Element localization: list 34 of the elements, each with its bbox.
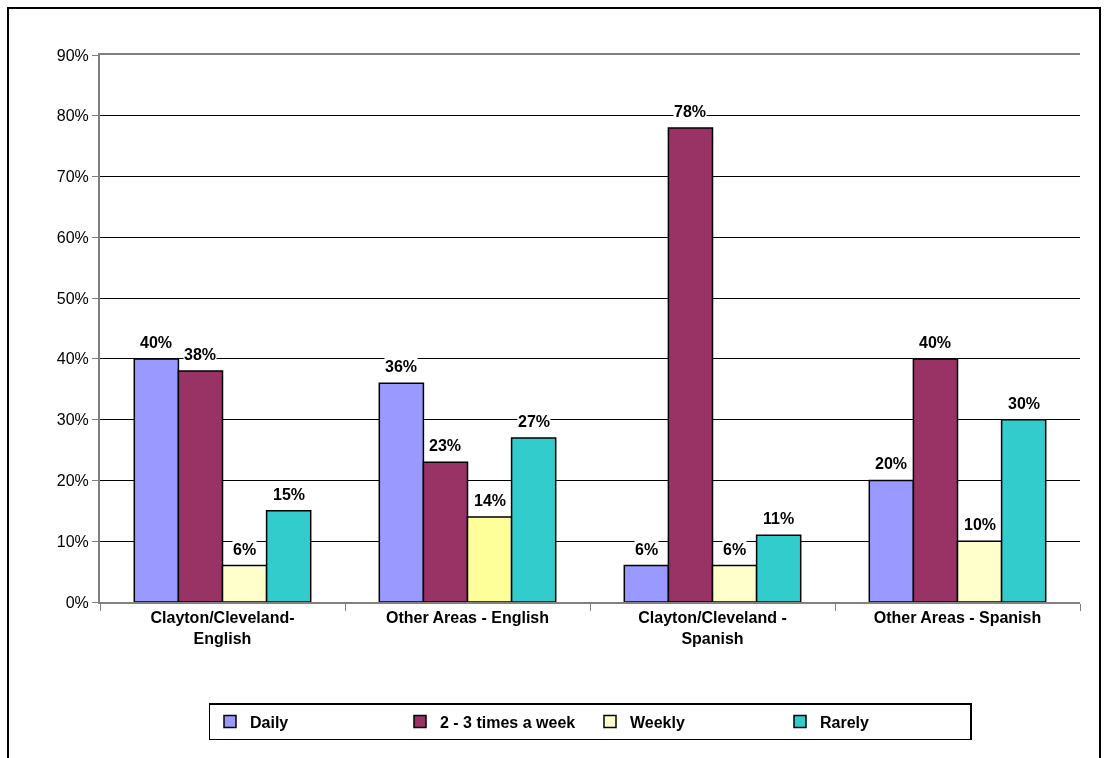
- data-label: 11%: [763, 510, 795, 527]
- y-tick-label: 10%: [56, 532, 89, 550]
- data-label: 40%: [919, 334, 952, 351]
- y-tick-label: 80%: [56, 107, 89, 125]
- y-tick-label: 0%: [65, 593, 89, 611]
- x-tick-label: Other Areas - English: [386, 609, 549, 627]
- data-label: 78%: [674, 103, 707, 120]
- data-label: 36%: [385, 358, 418, 375]
- data-label: 23%: [429, 437, 462, 454]
- legend-label: Weekly: [630, 713, 685, 731]
- data-label: 15%: [273, 486, 306, 503]
- data-label: 20%: [875, 455, 908, 472]
- legend-label: 2 - 3 times a week: [440, 713, 576, 731]
- data-label: 27%: [518, 413, 551, 430]
- data-label: 10%: [964, 516, 997, 533]
- data-label: 40%: [140, 334, 173, 351]
- data-label: 14%: [474, 492, 507, 509]
- y-tick-label: 30%: [56, 411, 89, 429]
- y-tick-label: 40%: [56, 350, 89, 368]
- y-tick-label: 50%: [56, 289, 89, 307]
- y-tick-label: 70%: [56, 168, 89, 186]
- data-label: 6%: [635, 541, 659, 558]
- data-label: 6%: [723, 541, 747, 558]
- x-tick-label: Clayton/Cleveland - Spanish: [638, 609, 787, 647]
- legend-label: Rarely: [820, 713, 870, 731]
- data-label: 6%: [233, 541, 257, 558]
- x-tick-label: Other Areas - Spanish: [873, 609, 1042, 627]
- y-tick-label: 90%: [56, 46, 89, 64]
- x-tick-label: Clayton/Cleveland-English: [150, 609, 295, 647]
- data-label: 30%: [1008, 395, 1041, 412]
- data-label: 38%: [184, 346, 217, 363]
- y-tick-label: 60%: [56, 228, 89, 246]
- y-tick-label: 20%: [56, 472, 89, 490]
- legend-label: Daily: [250, 713, 289, 731]
